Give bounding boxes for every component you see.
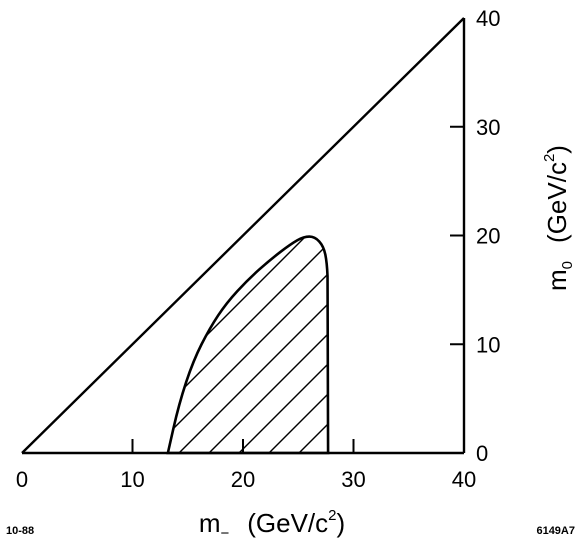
hatch-line bbox=[167, 236, 329, 453]
x-tick-label: 40 bbox=[452, 467, 476, 492]
y-tick-label: 30 bbox=[476, 115, 500, 140]
hatch-line bbox=[209, 236, 329, 453]
x-tick-label: 20 bbox=[231, 467, 255, 492]
hatch-line bbox=[167, 236, 329, 453]
x-tick-label: 10 bbox=[120, 467, 144, 492]
excluded-region-outline bbox=[166, 235, 330, 455]
hatch-line bbox=[239, 236, 329, 453]
footer-left-code: 10-88 bbox=[6, 525, 34, 537]
hatch-line bbox=[167, 236, 329, 453]
y-tick-label: 20 bbox=[476, 224, 500, 249]
hatch-line bbox=[0, 0, 2, 542]
hatch-line bbox=[167, 236, 273, 453]
hatch-line bbox=[167, 236, 329, 453]
hatch-line bbox=[0, 0, 122, 542]
y-axis-ticks: 0 10 20 30 40 bbox=[450, 6, 500, 466]
hatch-line bbox=[167, 236, 329, 453]
y-axis-label: m0(GeV/c2) bbox=[541, 145, 576, 291]
hatch-line bbox=[167, 236, 329, 453]
hatch-line bbox=[167, 236, 329, 453]
footer-right-code: 6149A7 bbox=[536, 525, 575, 537]
hatch-line bbox=[167, 236, 213, 453]
hatch-line bbox=[167, 236, 329, 453]
hatch-line bbox=[167, 236, 329, 453]
diagonal-boundary-line bbox=[21, 17, 465, 454]
x-axis-label: m− (GeV/c2) bbox=[199, 507, 345, 542]
hatch-line bbox=[179, 236, 329, 453]
hatch-line bbox=[299, 236, 329, 453]
hatch-line bbox=[167, 236, 329, 453]
x-tick-label: 0 bbox=[16, 467, 28, 492]
hatch-line bbox=[0, 0, 32, 542]
hatch-line bbox=[167, 236, 183, 453]
hatch-line bbox=[0, 0, 152, 542]
hatch-line bbox=[0, 0, 92, 542]
hatch-line bbox=[0, 0, 62, 542]
y-tick-label: 40 bbox=[476, 6, 500, 31]
y-tick-label: 0 bbox=[476, 441, 488, 466]
y-tick-label: 10 bbox=[476, 332, 500, 357]
hatch-line bbox=[167, 236, 329, 453]
hatch-line bbox=[269, 236, 329, 453]
hatch-line bbox=[167, 236, 329, 453]
x-axis-ticks: 0 10 20 30 40 bbox=[16, 439, 476, 492]
x-tick-label: 30 bbox=[341, 467, 365, 492]
